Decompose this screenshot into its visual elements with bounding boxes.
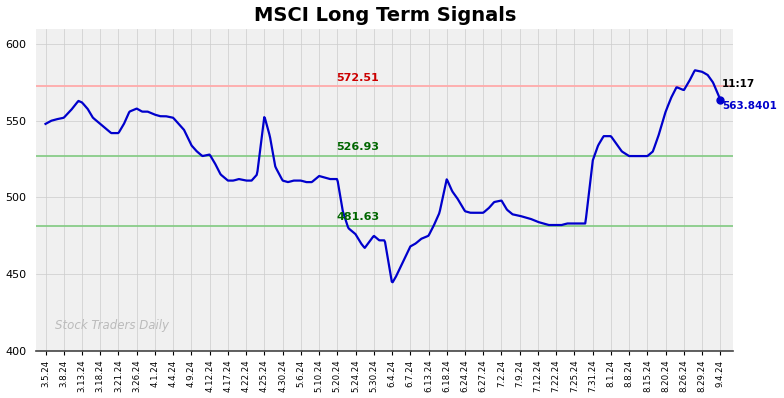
Text: Stock Traders Daily: Stock Traders Daily bbox=[55, 319, 169, 332]
Title: MSCI Long Term Signals: MSCI Long Term Signals bbox=[253, 6, 516, 25]
Text: 572.51: 572.51 bbox=[336, 72, 379, 82]
Text: 11:17: 11:17 bbox=[722, 79, 756, 89]
Text: 563.8401: 563.8401 bbox=[722, 101, 777, 111]
Text: 526.93: 526.93 bbox=[336, 142, 379, 152]
Text: 481.63: 481.63 bbox=[336, 212, 379, 222]
